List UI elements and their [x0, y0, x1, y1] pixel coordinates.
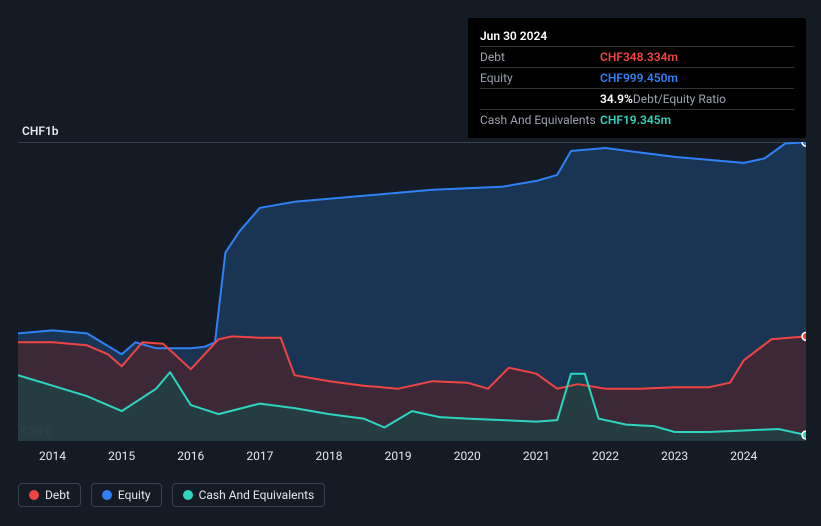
- x-axis-tick: 2015: [108, 449, 135, 463]
- legend-swatch-icon: [183, 490, 193, 500]
- x-axis-tick: 2016: [177, 449, 204, 463]
- area-chart[interactable]: [18, 142, 806, 441]
- tooltip-row-label: Equity: [480, 69, 600, 87]
- y-axis-label: CHF1b: [22, 124, 59, 138]
- legend-label: Cash And Equivalents: [199, 488, 315, 502]
- data-tooltip: Jun 30 2024 DebtCHF348.334mEquityCHF999.…: [468, 18, 806, 138]
- legend: Debt Equity Cash And Equivalents: [18, 483, 325, 507]
- legend-item-equity[interactable]: Equity: [91, 483, 162, 507]
- tooltip-row-value: CHF19.345m: [600, 111, 671, 129]
- tooltip-row-suffix: Debt/Equity Ratio: [633, 90, 726, 108]
- x-axis-tick: 2023: [661, 449, 688, 463]
- legend-label: Debt: [45, 488, 70, 502]
- x-axis-tick: 2017: [246, 449, 273, 463]
- x-axis-tick: 2021: [523, 449, 550, 463]
- x-axis-tick: 2014: [39, 449, 66, 463]
- legend-item-cash[interactable]: Cash And Equivalents: [172, 483, 326, 507]
- debt-end-marker: [802, 332, 806, 340]
- tooltip-row: EquityCHF999.450m: [480, 68, 794, 89]
- x-axis-tick: 2018: [316, 449, 343, 463]
- legend-item-debt[interactable]: Debt: [18, 483, 81, 507]
- tooltip-row-value: CHF348.334m: [600, 48, 678, 66]
- tooltip-row-label: [480, 90, 600, 108]
- tooltip-row-label: Cash And Equivalents: [480, 111, 600, 129]
- tooltip-row-value: CHF999.450m: [600, 69, 678, 87]
- tooltip-row: 34.9% Debt/Equity Ratio: [480, 89, 794, 110]
- tooltip-row: Cash And EquivalentsCHF19.345m: [480, 110, 794, 130]
- legend-swatch-icon: [102, 490, 112, 500]
- legend-label: Equity: [118, 488, 151, 502]
- legend-swatch-icon: [29, 490, 39, 500]
- cash-end-marker: [802, 431, 806, 439]
- x-axis-tick: 2024: [730, 449, 757, 463]
- tooltip-date: Jun 30 2024: [480, 27, 547, 45]
- tooltip-row-label: Debt: [480, 48, 600, 66]
- tooltip-row-value: 34.9%: [600, 90, 633, 108]
- tooltip-row: DebtCHF348.334m: [480, 47, 794, 68]
- x-axis-tick: 2019: [385, 449, 412, 463]
- chart-container: Jun 30 2024 DebtCHF348.334mEquityCHF999.…: [0, 0, 821, 526]
- x-axis-tick: 2020: [454, 449, 481, 463]
- x-axis-tick: 2022: [592, 449, 619, 463]
